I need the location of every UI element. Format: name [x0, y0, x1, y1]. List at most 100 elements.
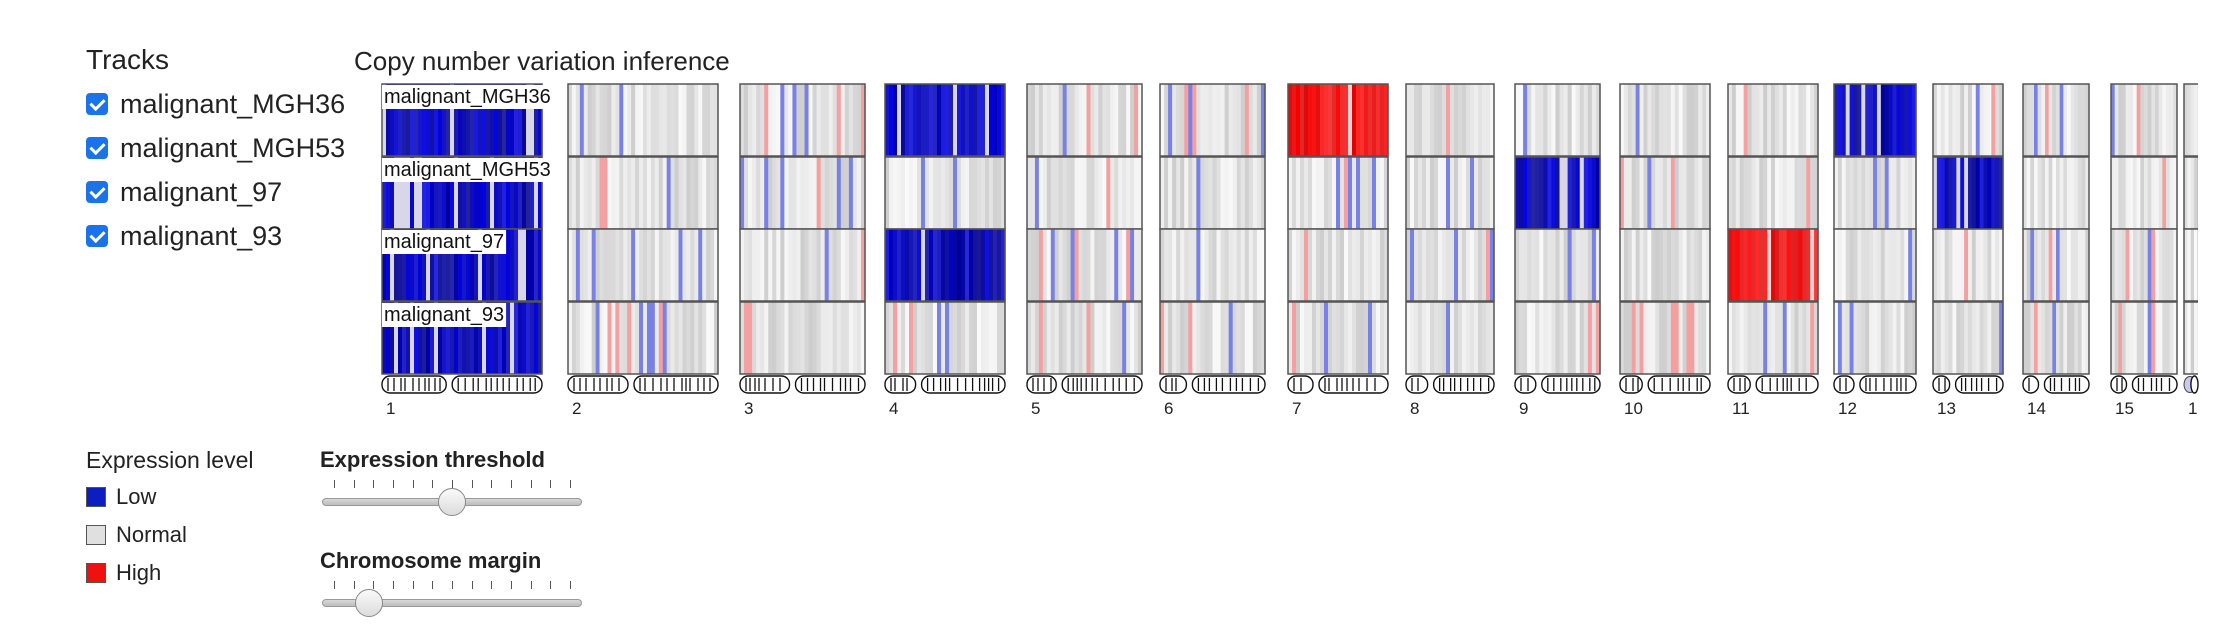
heatmap-cell [2114, 302, 2119, 374]
checkbox-checked-icon[interactable] [86, 137, 108, 159]
cnv-heatmap[interactable]: malignant_MGH36 malignant_MGH53 malignant_… [0, 0, 2220, 430]
heatmap-cell [1438, 157, 1443, 229]
heatmap-cell [1340, 157, 1345, 229]
heatmap-cell [828, 229, 834, 301]
chromosome-number: 3 [744, 399, 753, 418]
chromosome-number: 6 [1164, 399, 1173, 418]
heatmap-cell [792, 229, 798, 301]
heatmap-cell [840, 84, 846, 156]
heatmap-cell [1743, 84, 1749, 156]
slider-track[interactable] [322, 599, 582, 607]
heatmap-cell [2147, 157, 2152, 229]
heatmap-cell [2133, 302, 2138, 374]
heatmap-cell [1082, 302, 1088, 374]
heatmap-cell [2133, 157, 2138, 229]
heatmap-cell [1806, 229, 1811, 301]
heatmap-cell [1782, 84, 1788, 156]
heatmap-cell [583, 302, 589, 374]
chromosome-number: 15 [2115, 399, 2134, 418]
heatmap-cell [1126, 302, 1131, 374]
heatmap-cell [1876, 229, 1882, 301]
heatmap-cell [1352, 84, 1357, 156]
heatmap-cell [1482, 157, 1487, 229]
heatmap-cell [1659, 157, 1664, 229]
heatmap-cell [603, 302, 609, 374]
chromosome-margin-slider[interactable] [322, 577, 582, 617]
heatmap-cell [1204, 229, 1210, 301]
slider-knob[interactable] [355, 589, 384, 617]
heatmap-cell [414, 229, 419, 301]
heatmap-cell [1747, 157, 1753, 229]
heatmap-cell [2129, 84, 2134, 156]
checkbox-checked-icon[interactable] [86, 93, 108, 115]
heatmap-cell [1535, 229, 1540, 301]
heatmap-cell [2194, 302, 2198, 374]
heatmap-cell [603, 229, 609, 301]
heatmap-cell [1244, 302, 1250, 374]
heatmap-cell [1933, 229, 1938, 301]
heatmap-cell [760, 84, 765, 156]
track-toggle-mgh53[interactable]: malignant_MGH53 [86, 132, 345, 164]
heatmap-cell [514, 229, 519, 301]
heatmap-cell [1798, 84, 1803, 156]
heatmap-cell [764, 229, 769, 301]
heatmap-cell [510, 302, 515, 374]
heatmap-cell [2037, 84, 2042, 156]
heatmap-cell [583, 229, 589, 301]
expression-threshold-slider[interactable] [322, 476, 582, 516]
heatmap-cell [832, 84, 838, 156]
track-toggle-mgh36[interactable]: malignant_MGH36 [86, 88, 345, 120]
heatmap-cell [646, 302, 652, 374]
heatmap-cell [534, 84, 539, 156]
heatmap-cell [694, 229, 699, 301]
heatmap-cell [1774, 157, 1780, 229]
heatmap-cell [1519, 157, 1524, 229]
heatmap-cell [780, 84, 785, 156]
heatmap-cell [1256, 157, 1262, 229]
track-toggle-93[interactable]: malignant_93 [86, 220, 282, 252]
heatmap-cell [1515, 229, 1520, 301]
legend-title: Expression level [86, 447, 254, 473]
heatmap-cell [804, 302, 810, 374]
heatmap-cell [2214, 157, 2218, 229]
checkbox-checked-icon[interactable] [86, 225, 108, 247]
heatmap-cell [1260, 229, 1266, 301]
heatmap-cell [957, 157, 962, 229]
heatmap-cell [406, 302, 411, 374]
heatmap-cell [933, 229, 938, 301]
heatmap-cell [1364, 84, 1369, 156]
heatmap-cell [1853, 157, 1859, 229]
heatmap-cell [1001, 302, 1006, 374]
heatmap-cell [639, 229, 644, 301]
heatmap-cell [666, 302, 672, 374]
heatmap-cell [2155, 84, 2160, 156]
slider-knob[interactable] [438, 488, 466, 516]
heatmap-cell [1066, 302, 1072, 374]
heatmap-cell [917, 229, 922, 301]
heatmap-cell [654, 84, 660, 156]
heatmap-cell [1027, 302, 1032, 374]
slider-tick [412, 480, 414, 488]
track-toggle-97[interactable]: malignant_97 [86, 176, 282, 208]
heatmap-cell [824, 84, 830, 156]
heatmap-cell [1196, 302, 1201, 374]
heatmap-cell [1908, 157, 1913, 229]
heatmap-cell [780, 229, 785, 301]
heatmap-cell [764, 157, 769, 229]
heatmap-cell [506, 302, 511, 374]
heatmap-cell [1204, 84, 1210, 156]
heatmap-cell [2081, 84, 2086, 156]
heatmap-cell [949, 302, 954, 374]
heatmap-cell [1240, 157, 1246, 229]
heatmap-cell [2140, 302, 2145, 374]
checkbox-checked-icon[interactable] [86, 181, 108, 203]
heatmap-cell [1316, 229, 1321, 301]
heatmap-cell [1434, 84, 1439, 156]
chromosome-arm-p [381, 375, 447, 394]
heatmap-cell [1620, 229, 1625, 301]
chromosome-arm-q [1859, 375, 1917, 394]
heatmap-cell [1948, 84, 1954, 156]
heatmap-cell [2078, 157, 2083, 229]
heatmap-cell-border [739, 301, 866, 375]
heatmap-cell [2023, 229, 2028, 301]
